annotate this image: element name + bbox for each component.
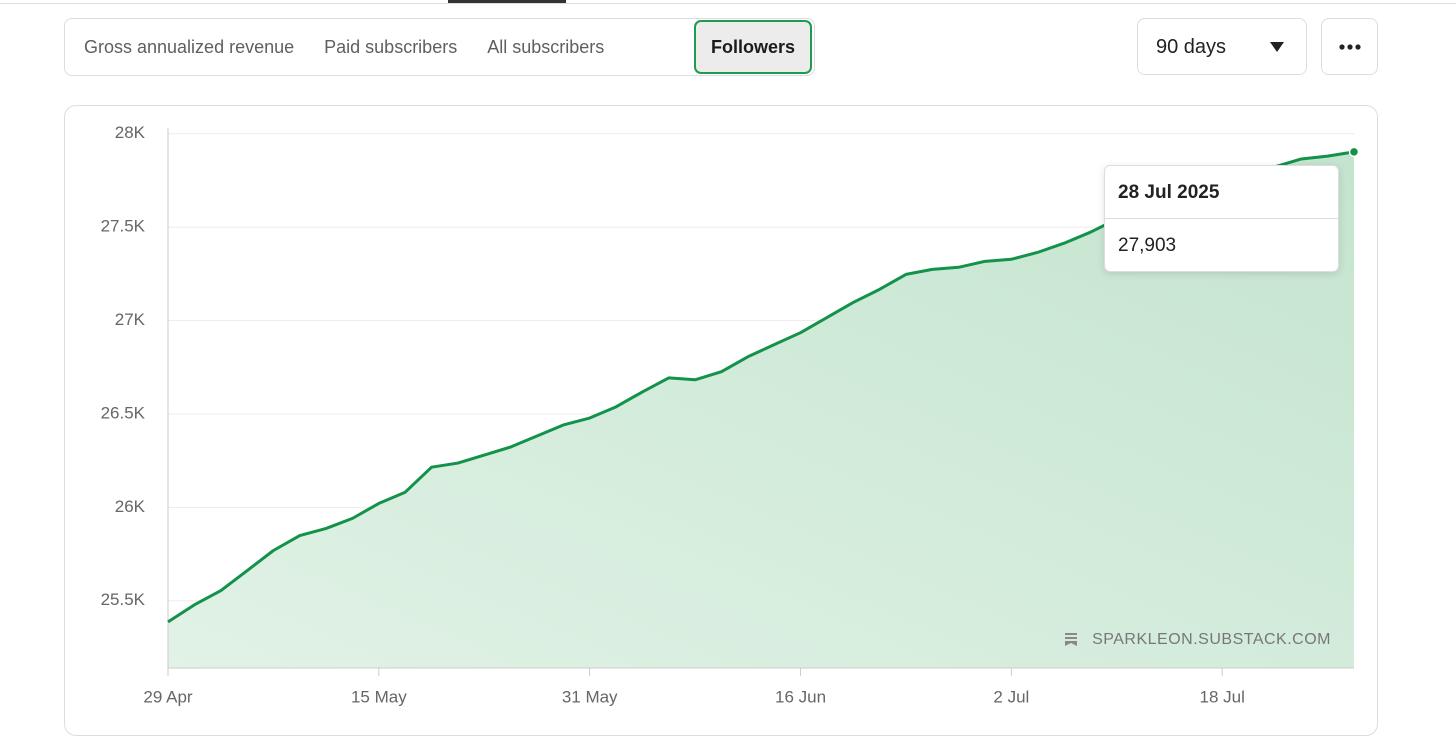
- more-icon: [1339, 44, 1361, 50]
- tab[interactable]: Gross annualized revenue: [84, 36, 295, 57]
- tab[interactable]: Paid subscribers: [324, 36, 458, 57]
- range-label: 90 days: [1156, 36, 1227, 58]
- x-tick-label: 2 Jul: [993, 687, 1029, 706]
- x-tick-label: 18 Jul: [1200, 687, 1245, 706]
- y-tick-label: 27.5K: [101, 217, 146, 236]
- watermark: SPARKLEON.SUBSTACK.COM: [1092, 631, 1331, 648]
- y-tick-label: 26.5K: [101, 403, 146, 422]
- chart-card: [64, 105, 1378, 736]
- tooltip-value: 27,903: [1118, 235, 1177, 256]
- y-tick-label: 25.5K: [101, 590, 146, 609]
- tab[interactable]: Followers: [693, 20, 812, 74]
- tab[interactable]: All subscribers: [487, 36, 605, 57]
- x-tick-label: 31 May: [562, 687, 618, 706]
- x-tick-label: 15 May: [351, 687, 407, 706]
- hover-dot: [1348, 146, 1360, 158]
- nav-indicator: [448, 0, 566, 3]
- dropdown-arrow: [1270, 42, 1284, 52]
- y-tick-label: 28K: [115, 123, 146, 142]
- x-tick-label: 29 Apr: [143, 687, 192, 706]
- tooltip-date: 28 Jul 2025: [1105, 166, 1338, 219]
- top-rule: [0, 3, 1456, 4]
- watermark-icon: [1065, 633, 1077, 646]
- tab-bar: Gross annualized revenue Paid subscribers…: [64, 18, 815, 76]
- tooltip: 28 Jul 2025 27,903: [1104, 165, 1339, 272]
- y-tick-label: 27K: [115, 310, 146, 329]
- area: [168, 151, 1354, 668]
- y-tick-label: 26K: [115, 497, 146, 516]
- x-tick-label: 16 Jun: [775, 687, 826, 706]
- range-select[interactable]: 90 days: [1137, 18, 1307, 75]
- more-button[interactable]: [1321, 18, 1378, 75]
